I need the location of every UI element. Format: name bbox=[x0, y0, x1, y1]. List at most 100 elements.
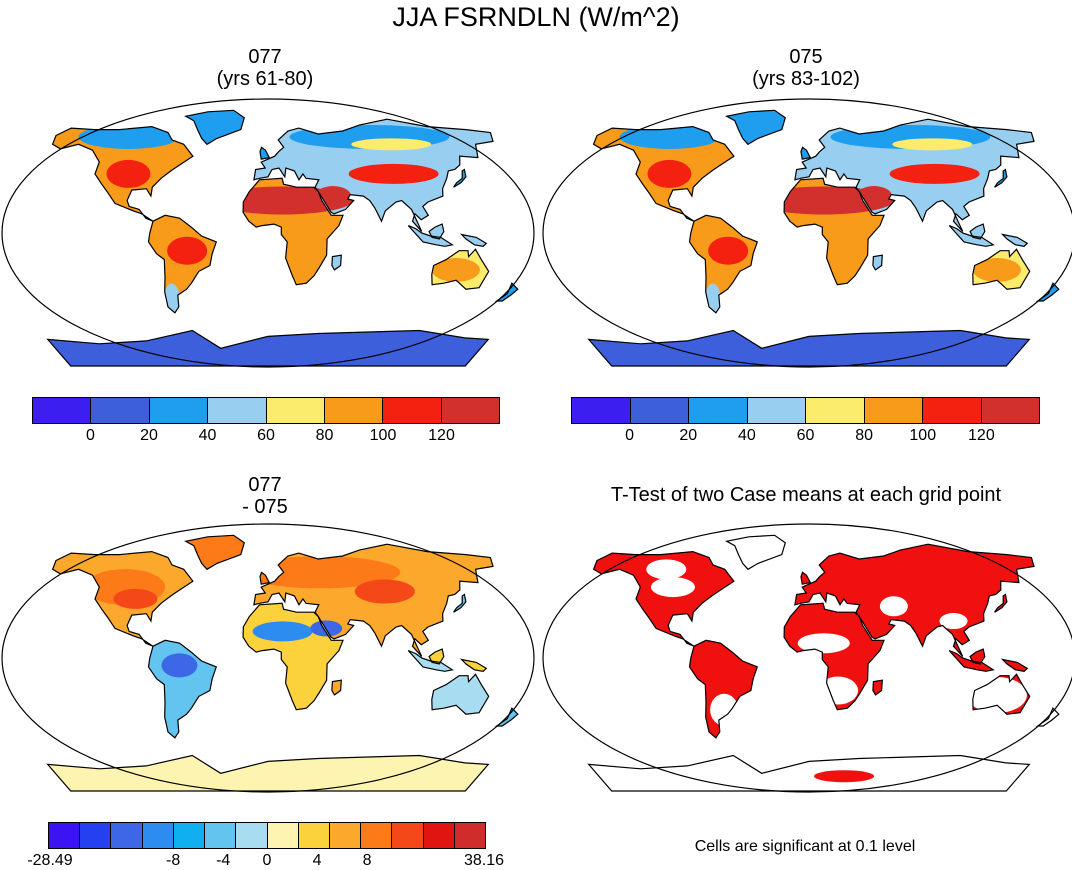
colorbar-swatch bbox=[267, 823, 299, 848]
continent-antarctica bbox=[47, 330, 489, 366]
coastline-antarctica bbox=[587, 329, 1031, 367]
continent-borneo bbox=[429, 649, 444, 664]
continent-antarctica bbox=[588, 330, 1030, 366]
field-patch bbox=[814, 770, 875, 783]
panel-1-title: 077 (yrs 61-80) bbox=[115, 46, 415, 90]
continent-new-zealand bbox=[496, 708, 518, 726]
colorbar-swatch bbox=[208, 398, 267, 423]
colorbar-swatch bbox=[329, 823, 362, 848]
coastline-madagascar bbox=[872, 254, 883, 271]
colorbar-swatch bbox=[111, 823, 143, 848]
colorbar-swatch bbox=[441, 398, 499, 423]
field-patch bbox=[889, 163, 980, 184]
field-patch bbox=[113, 588, 158, 609]
coastline-antarctica bbox=[587, 754, 1031, 792]
coastline-uk bbox=[800, 146, 812, 160]
map-boundary bbox=[542, 98, 1072, 368]
field-patch bbox=[879, 596, 908, 617]
coastline-africa bbox=[783, 602, 885, 711]
coastline-australia bbox=[972, 248, 1031, 290]
coastline-australia bbox=[972, 673, 1031, 715]
colorbar-tick-label: -4 bbox=[216, 852, 231, 869]
coastline-japan bbox=[453, 593, 467, 613]
colorbar-swatch bbox=[572, 398, 631, 423]
panel-1-title-line2: (yrs 61-80) bbox=[216, 68, 314, 90]
coastline-south-america bbox=[688, 639, 759, 739]
coastline-north-america bbox=[592, 125, 735, 222]
coastline-north-america bbox=[51, 125, 194, 222]
colorbar-tick-label: 120 bbox=[428, 427, 455, 444]
colorbar-tick-label: 38.16 bbox=[463, 852, 505, 869]
field-patch bbox=[797, 633, 850, 654]
continent-uk bbox=[801, 147, 811, 160]
coastline-africa bbox=[783, 177, 885, 286]
coastline-japan bbox=[994, 593, 1008, 613]
colorbar-tick-label: -8 bbox=[166, 852, 181, 869]
field-patch bbox=[823, 246, 868, 279]
coastline-madagascar bbox=[872, 679, 883, 696]
coastline-madagascar bbox=[331, 254, 342, 271]
colorbar-swatch bbox=[49, 823, 81, 848]
map-panel-1 bbox=[0, 97, 536, 369]
continent-new-zealand bbox=[1037, 283, 1059, 301]
colorbar-panel-3 bbox=[48, 822, 486, 849]
coastline-uk bbox=[800, 571, 812, 585]
continent-antarctica bbox=[47, 755, 489, 791]
continent-greenland bbox=[185, 535, 245, 570]
field-patch bbox=[619, 124, 720, 149]
colorbar-tick-label: 100 bbox=[369, 427, 397, 444]
colorbar-tick-label: 100 bbox=[909, 427, 937, 444]
panel-2-title-line1: 075 bbox=[789, 46, 823, 68]
colorbar-swatch bbox=[747, 398, 806, 423]
field-patch bbox=[252, 621, 313, 642]
continent-new-guinea bbox=[461, 659, 487, 672]
map-panel-4 bbox=[541, 522, 1072, 794]
coastline-new-guinea bbox=[459, 233, 488, 247]
colorbar-swatch bbox=[236, 823, 268, 848]
panel-4-title: T-Test of two Case means at each grid po… bbox=[610, 484, 1002, 506]
coastline-eurasia bbox=[253, 543, 494, 657]
colorbar-tick-label: 40 bbox=[737, 427, 756, 444]
coastline-indonesia bbox=[407, 650, 454, 672]
coastline-borneo bbox=[969, 648, 986, 665]
field-patch bbox=[650, 577, 695, 598]
map-boundary bbox=[1, 523, 535, 793]
colorbar-swatch bbox=[864, 398, 923, 423]
colorbar-swatch bbox=[630, 398, 689, 423]
coastline-madagascar bbox=[331, 679, 342, 696]
continent-greenland bbox=[726, 110, 786, 145]
colorbar-panel-2 bbox=[571, 397, 1040, 424]
coastline-africa bbox=[242, 602, 344, 711]
coastline-borneo bbox=[969, 223, 986, 240]
field-patch bbox=[78, 124, 179, 149]
coastline-borneo bbox=[428, 223, 445, 240]
coastline-antarctica bbox=[46, 329, 490, 367]
field-patch bbox=[161, 653, 198, 678]
panel-3-title-line1: 077 bbox=[248, 474, 282, 496]
coastline-australia bbox=[431, 673, 490, 715]
colorbar-tick-label: -28.49 bbox=[27, 852, 73, 869]
continent-uk bbox=[801, 572, 811, 585]
coastline-borneo bbox=[428, 648, 445, 665]
continent-new-guinea bbox=[1002, 234, 1028, 247]
colorbar-swatch bbox=[91, 398, 150, 423]
colorbar-swatch bbox=[205, 823, 237, 848]
continent-new-guinea bbox=[1002, 659, 1028, 672]
continent-africa bbox=[784, 603, 884, 710]
field-patch bbox=[939, 613, 968, 630]
field-patch bbox=[892, 138, 973, 151]
panel-3-title: 077 - 075 bbox=[115, 474, 415, 518]
colorbar-tick-label: 20 bbox=[679, 427, 698, 444]
colorbar-tick-label: 4 bbox=[312, 852, 322, 869]
continent-borneo bbox=[429, 224, 444, 239]
panel-2-title-line2: (yrs 83-102) bbox=[752, 68, 860, 90]
colorbar-tick-label: 0 bbox=[625, 427, 635, 444]
significance-note: Cells are significant at 0.1 level bbox=[694, 838, 916, 855]
colorbar-tick-label: 120 bbox=[968, 427, 995, 444]
continent-new-zealand bbox=[496, 283, 518, 301]
continent-uk bbox=[260, 147, 270, 160]
field-patch bbox=[431, 257, 480, 282]
coastline-new-zealand bbox=[1035, 707, 1060, 727]
colorbar-tick-label: 80 bbox=[315, 427, 334, 444]
colorbar-tick-label: 60 bbox=[257, 427, 275, 444]
